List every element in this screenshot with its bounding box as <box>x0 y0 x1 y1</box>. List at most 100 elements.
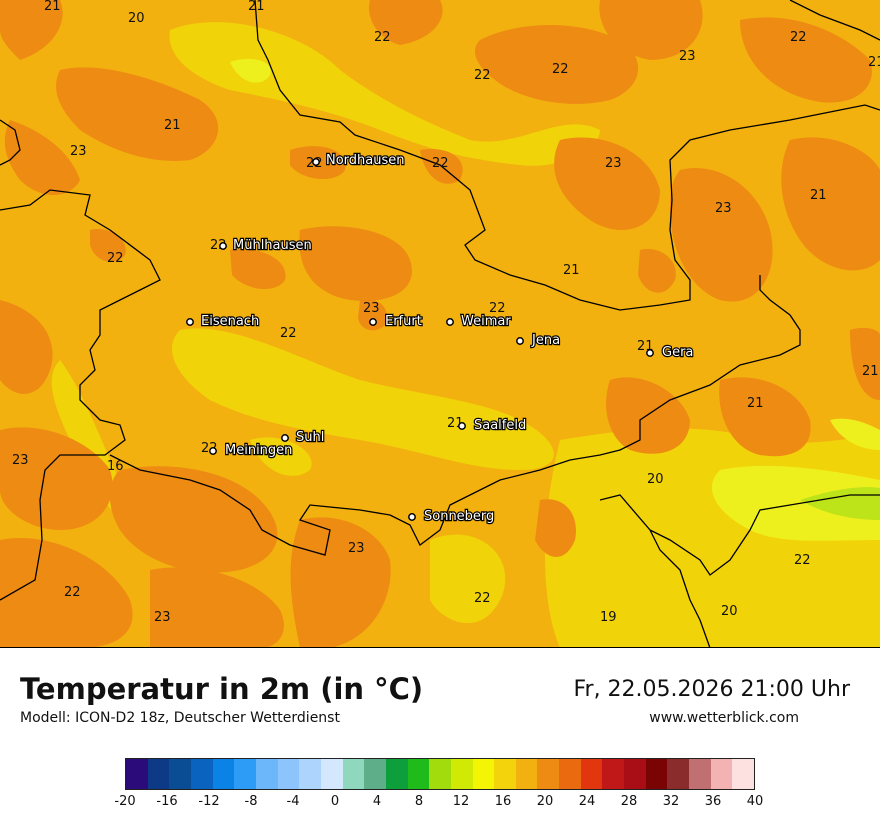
temp-value: 21 <box>164 118 181 133</box>
city-label: Saalfeld <box>474 418 526 433</box>
temp-value: 22 <box>280 326 297 341</box>
city-label: Nordhausen <box>326 153 405 168</box>
legend-swatch <box>537 759 560 789</box>
city-label: Erfurt <box>385 314 422 329</box>
state-border <box>0 0 880 648</box>
legend-swatch <box>472 759 495 789</box>
city-label: Jena <box>531 333 560 348</box>
city-erfurt: Erfurt <box>369 313 423 330</box>
temp-value: 22 <box>790 30 807 45</box>
temp-value: 22 <box>474 68 491 83</box>
city-label: Mühlhausen <box>233 238 312 253</box>
legend-swatch <box>277 759 300 789</box>
city-sonneberg: Sonneberg <box>408 508 496 525</box>
legend-swatch <box>710 759 733 789</box>
city-label: Suhl <box>296 430 324 445</box>
legend-tick-label: 16 <box>494 794 512 809</box>
legend-swatch <box>689 759 711 789</box>
legend-tick-label: 40 <box>746 794 764 809</box>
legend-tick-label: 36 <box>704 794 722 809</box>
temp-value: 23 <box>348 541 365 556</box>
temp-value: 21 <box>862 364 879 379</box>
legend-tick-label: 12 <box>452 794 470 809</box>
city-nordhausen: Nordhausen <box>312 152 406 169</box>
temp-value: 23 <box>605 156 622 171</box>
temp-value: 23 <box>715 201 732 216</box>
legend-swatch <box>580 759 603 789</box>
city-label: Weimar <box>461 314 511 329</box>
city-label: Sonneberg <box>424 509 494 524</box>
website-link[interactable]: www.wetterblick.com <box>649 710 799 726</box>
legend-tick-label: -12 <box>198 794 220 809</box>
temp-value: 22 <box>474 591 491 606</box>
legend-tick-label: -4 <box>286 794 300 809</box>
legend-tick-label: 8 <box>414 794 424 809</box>
legend-swatch <box>602 759 625 789</box>
map-title: Temperatur in 2m (in °C) <box>20 672 424 706</box>
temperature-values: 21 20 21 22 22 22 23 22 21 21 23 22 22 2… <box>12 0 880 625</box>
temp-value: 21 <box>44 0 61 14</box>
legend-tick-label: -20 <box>114 794 136 809</box>
temp-value: 22 <box>794 553 811 568</box>
legend-swatch <box>212 759 235 789</box>
temp-value: 21 <box>248 0 265 14</box>
temp-value: 23 <box>679 49 696 64</box>
city-label: Eisenach <box>201 314 259 329</box>
temp-value: 23 <box>70 144 87 159</box>
warm-zones <box>0 0 880 648</box>
legend-tick-label: 20 <box>536 794 554 809</box>
temperature-map: 21 20 21 22 22 22 23 22 21 21 23 22 22 2… <box>0 0 880 648</box>
city-gera: Gera <box>646 344 695 361</box>
legend-tick-label: 28 <box>620 794 638 809</box>
legend-swatch <box>169 759 191 789</box>
legend-swatch <box>429 759 451 789</box>
legend-swatch <box>342 759 365 789</box>
temp-value: 21 <box>563 263 580 278</box>
temp-value: 19 <box>600 610 617 625</box>
city-eisenach: Eisenach <box>186 313 260 330</box>
legend-swatch <box>255 759 278 789</box>
city-saalfeld: Saalfeld <box>458 417 527 434</box>
legend-tick-label: 0 <box>330 794 340 809</box>
legend-swatch <box>320 759 343 789</box>
legend-tick-label: 24 <box>578 794 596 809</box>
legend-tick-label: -8 <box>244 794 258 809</box>
legend-swatch <box>126 759 148 789</box>
legend-ticks: -20 -16 -12 -8 -4 0 4 8 12 16 20 24 28 32 36 40 <box>114 794 763 814</box>
legend-swatch <box>515 759 538 789</box>
legend-swatch <box>364 759 386 789</box>
legend-swatch <box>147 759 170 789</box>
legend-tick-label: 4 <box>372 794 382 809</box>
temp-value: 22 <box>432 156 449 171</box>
city-label: Meiningen <box>225 443 292 458</box>
temp-value: 23 <box>154 610 171 625</box>
legend-swatch <box>732 759 755 789</box>
temp-value: 22 <box>552 62 569 77</box>
temp-value: 22 <box>489 301 506 316</box>
legend-swatch <box>667 759 690 789</box>
temp-value: 22 <box>374 30 391 45</box>
temp-value: 22 <box>64 585 81 600</box>
city-meiningen: Meiningen <box>209 442 294 459</box>
city-label: Gera <box>662 345 693 360</box>
legend-swatch <box>450 759 473 789</box>
temp-value: 20 <box>647 472 664 487</box>
legend-swatch <box>407 759 430 789</box>
city-muehlhausen: Mühlhausen <box>219 237 313 254</box>
valid-time: Fr, 22.05.2026 21:00 Uhr <box>573 677 850 702</box>
legend-swatch <box>385 759 408 789</box>
legend-tick-label: 32 <box>662 794 680 809</box>
legend-swatch <box>494 759 516 789</box>
temp-value: 23 <box>363 301 380 316</box>
legend-tick-label: -16 <box>156 794 178 809</box>
temp-value: 23 <box>12 453 29 468</box>
city-suhl: Suhl <box>281 429 326 446</box>
legend-swatch <box>190 759 213 789</box>
footer <box>0 648 880 830</box>
legend-swatch <box>299 759 321 789</box>
cities: Nordhausen Mühlhausen Eisenach Erfurt We… <box>186 152 695 525</box>
legend-swatch <box>624 759 646 789</box>
model-info: Modell: ICON-D2 18z, Deutscher Wetterdie… <box>20 710 340 726</box>
temp-value: 20 <box>128 11 145 26</box>
temp-value: 20 <box>721 604 738 619</box>
